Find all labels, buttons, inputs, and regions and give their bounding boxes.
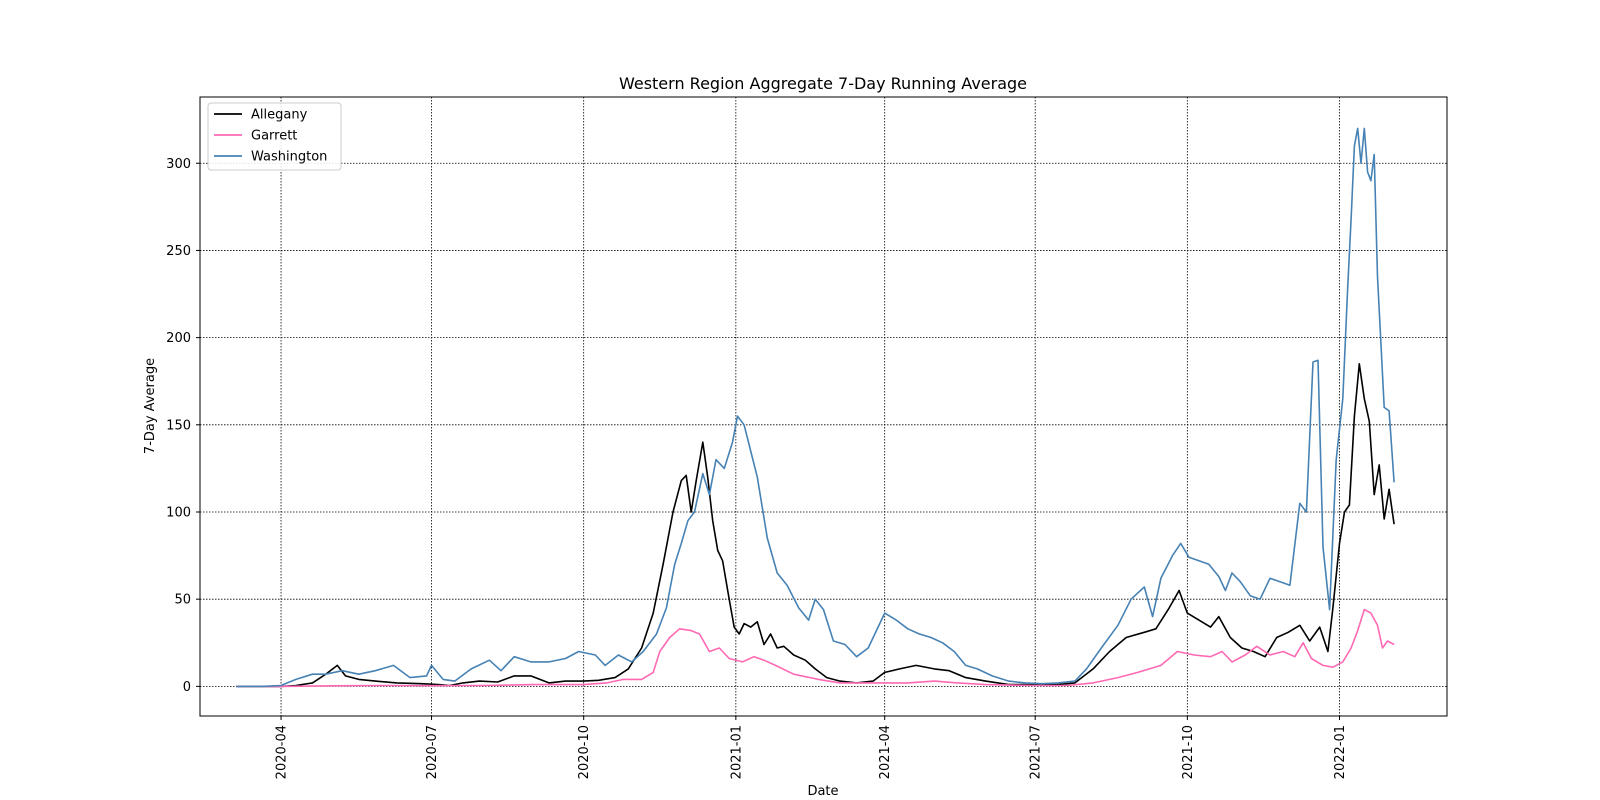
plot-frame (199, 96, 1448, 717)
y-tick-label: 300 (166, 157, 191, 172)
x-tick-label: 2021-10 (1181, 725, 1196, 779)
x-tick-label: 2021-04 (878, 725, 893, 779)
x-tick-label: 2020-07 (425, 725, 440, 779)
y-axis: 0 50 100 150 200 250 300 (166, 157, 200, 695)
y-tick-label: 100 (166, 505, 191, 520)
x-tick-label: 2021-07 (1029, 725, 1044, 779)
series-line-allegany (236, 362, 1395, 688)
legend: Allegany Garrett Washington (207, 102, 342, 171)
y-tick-label: 50 (174, 593, 191, 608)
y-axis-label: 7-Day Average (143, 358, 158, 454)
y-tick-label: 0 (183, 680, 191, 695)
legend-label-allegany: Allegany (251, 108, 308, 123)
series-line-garrett (236, 608, 1395, 688)
x-tick-label: 2020-10 (577, 725, 592, 779)
series-line-washington (236, 127, 1395, 688)
x-axis-label: Date (807, 784, 838, 799)
y-tick-label: 200 (166, 331, 191, 346)
legend-label-garrett: Garrett (251, 129, 297, 144)
x-tick-label: 2020-04 (275, 725, 290, 779)
x-tick-label: 2022-01 (1333, 725, 1348, 779)
x-axis: 2020-04 2020-07 2020-10 2021-01 2021-04 2021-… (275, 716, 1348, 779)
y-tick-label: 250 (166, 244, 191, 259)
y-tick-label: 150 (166, 418, 191, 433)
series-group (236, 127, 1395, 688)
x-tick-label: 2021-01 (729, 725, 744, 779)
legend-label-washington: Washington (251, 150, 327, 165)
chart-title: Western Region Aggregate 7-Day Running A… (619, 74, 1027, 93)
legend-box (207, 102, 342, 171)
